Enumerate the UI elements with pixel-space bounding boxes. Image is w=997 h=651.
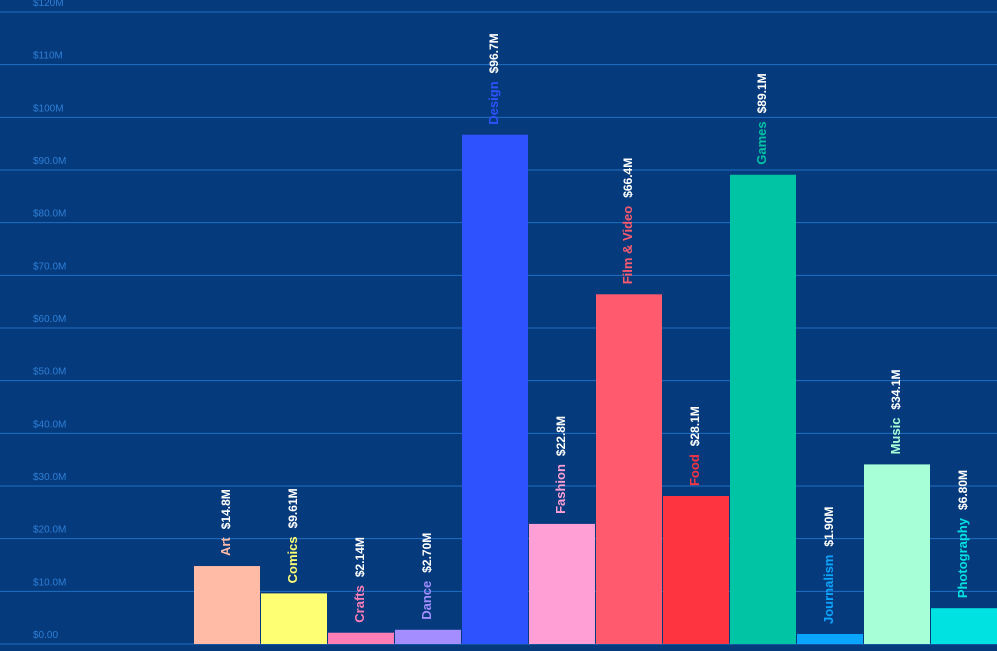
y-tick-label: $40.0M: [33, 419, 66, 430]
y-tick-label: $30.0M: [33, 472, 66, 483]
bar-art: [194, 566, 260, 644]
category-label: Photography: [955, 517, 970, 598]
bar-label: Design $96.7M: [486, 33, 501, 124]
y-tick-label: $60.0M: [33, 314, 66, 325]
bar-label: Crafts $2.14M: [352, 537, 367, 623]
bar-photography: [931, 608, 997, 644]
value-label: $28.1M: [688, 406, 702, 446]
bar-film-video: [596, 294, 662, 644]
category-label: Crafts: [352, 585, 367, 623]
value-label: $22.8M: [554, 416, 568, 456]
y-tick-label: $10.0M: [33, 577, 66, 588]
value-label: $6.80M: [956, 470, 970, 510]
value-label: $66.4M: [621, 158, 635, 198]
y-tick-label: $90.0M: [33, 156, 66, 167]
category-label: Games: [754, 121, 769, 164]
value-label: $1.90M: [822, 507, 836, 547]
bar-music: [864, 464, 930, 644]
y-tick-label: $120M: [33, 0, 64, 9]
bar-fashion: [529, 523, 595, 644]
category-label: Fashion: [553, 464, 568, 514]
y-tick-label: $110M: [33, 51, 63, 62]
value-label: $96.7M: [487, 33, 501, 73]
bar-games: [730, 174, 796, 645]
value-label: $14.8M: [219, 489, 233, 529]
bar-label: Comics $9.61M: [285, 488, 300, 583]
bar-label: Photography $6.80M: [955, 470, 970, 598]
category-label: Dance: [419, 581, 434, 620]
category-label: Food: [687, 454, 702, 486]
bar-journalism: [797, 633, 863, 644]
bar-label: Food $28.1M: [687, 406, 702, 486]
category-label: Journalism: [821, 555, 836, 624]
value-label: $89.1M: [755, 73, 769, 113]
category-label: Film & Video: [620, 206, 635, 285]
value-label: $2.14M: [353, 537, 367, 577]
bar-dance: [395, 629, 461, 644]
bar-label: Art $14.8M: [218, 489, 233, 556]
bar-comics: [261, 593, 327, 644]
y-tick-label: $20.0M: [33, 525, 66, 536]
value-label: $9.61M: [286, 488, 300, 528]
category-label: Design: [486, 81, 501, 124]
bar-label: Music $34.1M: [888, 370, 903, 455]
bars: [194, 134, 997, 645]
y-tick-label: $70.0M: [33, 261, 66, 272]
value-label: $2.70M: [420, 533, 434, 573]
y-tick-label: $0.00: [33, 630, 58, 641]
category-label: Music: [888, 418, 903, 455]
bar-label: Games $89.1M: [754, 73, 769, 164]
y-tick-label: $100M: [33, 103, 64, 114]
value-label: $34.1M: [889, 370, 903, 410]
bar-label: Journalism $1.90M: [821, 507, 836, 624]
y-tick-label: $80.0M: [33, 209, 66, 220]
bar-crafts: [328, 632, 394, 644]
bar-design: [462, 134, 528, 645]
bar-label: Film & Video $66.4M: [620, 158, 635, 285]
y-axis-tick-labels: $0.00 $10.0M $20.0M $30.0M $40.0M $50.0M $60.0…: [33, 0, 66, 641]
y-tick-label: $50.0M: [33, 367, 66, 378]
category-label: Art: [218, 537, 233, 556]
bar-labels: Art $14.8M Comics $9.61M Crafts $2.14M Dance $2…: [218, 33, 970, 624]
category-label: Comics: [285, 536, 300, 583]
bar-label: Fashion $22.8M: [553, 416, 568, 514]
bar-food: [663, 496, 729, 644]
bar-label: Dance $2.70M: [419, 533, 434, 620]
